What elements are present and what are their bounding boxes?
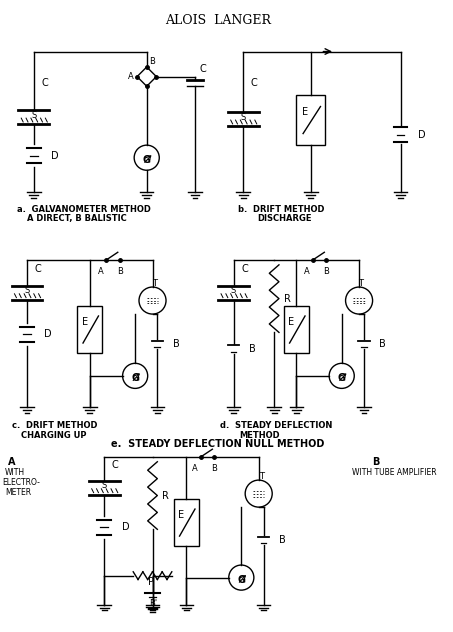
- Text: c.  DRIFT METHOD: c. DRIFT METHOD: [12, 421, 97, 430]
- Text: C: C: [200, 64, 207, 74]
- Text: METHOD: METHOD: [239, 430, 280, 440]
- Text: D: D: [121, 523, 129, 532]
- Text: T: T: [358, 279, 363, 288]
- Text: R: R: [284, 294, 291, 303]
- Text: S: S: [31, 111, 36, 119]
- Text: d.  STEADY DEFLECTION: d. STEADY DEFLECTION: [220, 421, 333, 430]
- Text: S: S: [24, 286, 29, 295]
- Text: R: R: [162, 490, 169, 501]
- Text: S: S: [241, 112, 246, 121]
- Text: E: E: [178, 510, 184, 520]
- Bar: [174, 499, 199, 546]
- Text: DISCHARGE: DISCHARGE: [258, 214, 312, 223]
- Text: C: C: [35, 264, 42, 274]
- Text: B: B: [371, 457, 379, 466]
- Text: A: A: [8, 457, 15, 466]
- Text: ALOIS  LANGER: ALOIS LANGER: [165, 14, 271, 27]
- Text: ELECTRO-: ELECTRO-: [2, 478, 40, 487]
- Text: A: A: [304, 267, 310, 276]
- Bar: [77, 307, 102, 353]
- Text: B: B: [212, 464, 217, 473]
- Text: C: C: [42, 78, 48, 88]
- Text: e.  STEADY DEFLECTION NULL METHOD: e. STEADY DEFLECTION NULL METHOD: [111, 439, 324, 449]
- Text: A: A: [97, 267, 103, 276]
- Text: S: S: [231, 286, 236, 295]
- Bar: [284, 307, 309, 353]
- Text: G: G: [237, 574, 246, 585]
- Text: E: E: [289, 317, 294, 327]
- Text: G: G: [337, 373, 346, 383]
- Text: METER: METER: [5, 487, 31, 497]
- Text: E: E: [82, 317, 88, 327]
- Bar: [296, 95, 325, 145]
- Text: B: B: [149, 57, 154, 66]
- Text: C: C: [112, 459, 119, 470]
- Text: D: D: [51, 151, 59, 161]
- Text: C: C: [251, 78, 258, 88]
- Text: B': B': [149, 599, 158, 607]
- Text: T: T: [259, 471, 264, 481]
- Text: b.  DRIFT METHOD: b. DRIFT METHOD: [238, 205, 325, 214]
- Text: G: G: [143, 155, 151, 164]
- Text: B: B: [323, 267, 329, 276]
- Text: A DIRECT, B BALISTIC: A DIRECT, B BALISTIC: [27, 214, 127, 223]
- Text: WITH: WITH: [5, 468, 25, 477]
- Text: T: T: [152, 279, 157, 288]
- Text: S: S: [101, 482, 107, 490]
- Text: D: D: [44, 329, 52, 339]
- Text: P: P: [148, 577, 154, 587]
- Text: B: B: [279, 535, 286, 545]
- Text: B: B: [173, 339, 179, 349]
- Text: A: A: [192, 464, 198, 473]
- Text: WITH TUBE AMPLIFIER: WITH TUBE AMPLIFIER: [352, 468, 437, 477]
- Text: B: B: [117, 267, 123, 276]
- Text: E: E: [302, 107, 308, 118]
- Text: CHARGING UP: CHARGING UP: [21, 430, 87, 440]
- Text: B: B: [249, 344, 256, 354]
- Text: D: D: [418, 130, 425, 140]
- Text: B: B: [379, 339, 386, 349]
- Text: a.  GALVANOMETER METHOD: a. GALVANOMETER METHOD: [17, 205, 151, 214]
- Text: C: C: [241, 264, 248, 274]
- Text: G: G: [131, 373, 139, 383]
- Text: A: A: [127, 72, 133, 81]
